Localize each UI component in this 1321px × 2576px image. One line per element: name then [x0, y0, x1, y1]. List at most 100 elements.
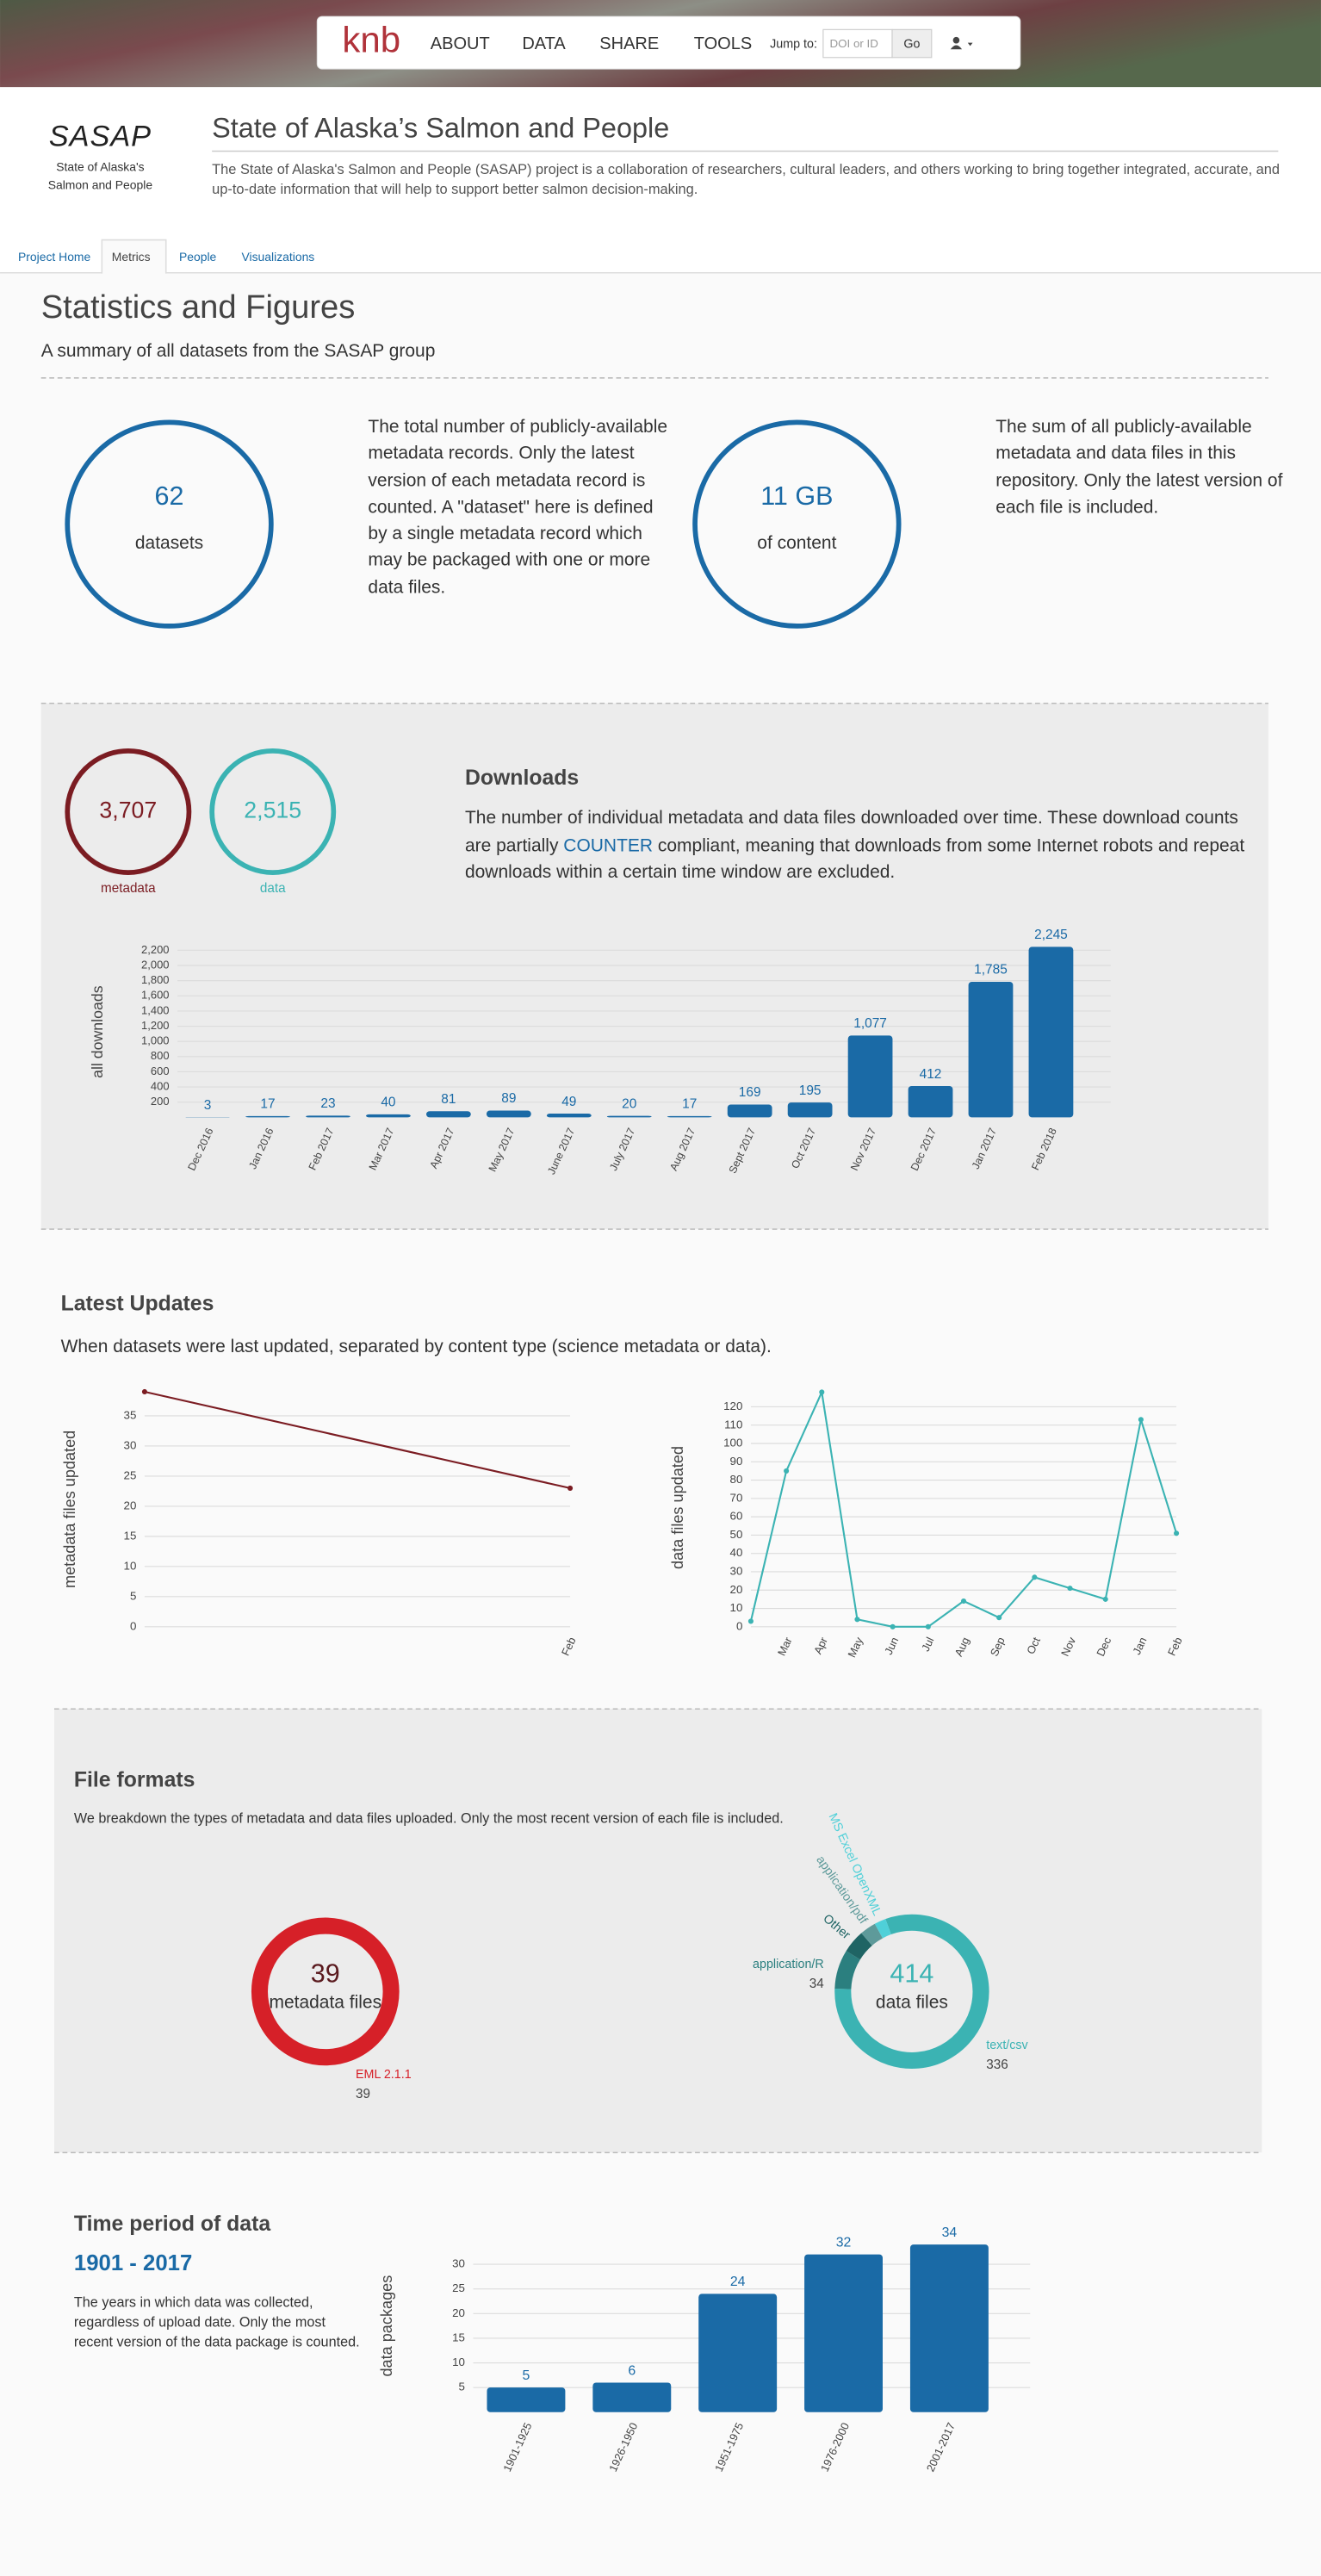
stat-circle [692, 419, 902, 629]
x-tick-label: Mar [775, 1635, 795, 1658]
y-tick-label: 1,400 [141, 1003, 169, 1016]
tab[interactable]: Visualizations [241, 250, 314, 264]
nav-item[interactable]: TOOLS [694, 34, 752, 53]
bar [698, 2294, 778, 2412]
tab[interactable]: Project Home [18, 250, 91, 264]
bar [487, 2387, 566, 2412]
bar [486, 1110, 531, 1118]
user-icon-head [952, 36, 960, 44]
downloads-title: Downloads [465, 767, 579, 790]
bar [306, 1115, 350, 1118]
sasap-logo: SASAP [49, 120, 152, 152]
y-tick-label: 30 [452, 2257, 465, 2270]
project-description: The State of Alaska's Salmon and People … [212, 160, 1281, 197]
x-tick-label: Apr [811, 1635, 830, 1656]
donut-slice [251, 1917, 400, 2066]
bar-value-label: 169 [739, 1085, 761, 1100]
bar-value-label: 17 [682, 1097, 697, 1112]
nav-item[interactable]: DATA [522, 34, 566, 53]
y-tick-label: 10 [124, 1559, 137, 1572]
go-label: Go [903, 37, 920, 51]
x-tick-label: 1926-1950 [606, 2420, 640, 2474]
tabs: Project Home Metrics People Visualizations [0, 239, 1321, 274]
active-tab [101, 239, 167, 274]
y-tick-label: 10 [452, 2356, 465, 2368]
y-tick-label: 25 [124, 1468, 137, 1481]
tab[interactable]: People [179, 250, 217, 264]
data-point [925, 1623, 931, 1629]
time-description: The years in which data was collected, r… [73, 2294, 360, 2350]
y-tick-label: 0 [130, 1619, 136, 1632]
bar [787, 1102, 833, 1118]
downloads-description-box: The number of individual metadata and da… [465, 809, 1244, 883]
bar-value-label: 40 [381, 1096, 395, 1110]
jump-label: Jump to: [770, 37, 817, 51]
y-tick-label: 30 [730, 1565, 743, 1578]
count-value: 3,707 [99, 798, 157, 823]
x-tick-label: 1976-2000 [818, 2420, 852, 2474]
x-tick-label: Dec [1094, 1635, 1113, 1658]
donut-slice [861, 1923, 884, 1946]
stat-label: datasets [135, 533, 203, 553]
y-tick-label: 30 [124, 1438, 137, 1451]
bar-value-label: 89 [501, 1091, 516, 1106]
x-tick-label: 1951-1975 [712, 2420, 746, 2474]
user-menu[interactable] [950, 36, 973, 50]
x-tick-label: 1901-1925 [500, 2420, 534, 2474]
bar-value-label: 49 [561, 1095, 576, 1109]
data-point [819, 1389, 825, 1395]
y-tick-label: 20 [730, 1583, 743, 1596]
data-point [1174, 1530, 1180, 1536]
slice-label: text/csv [986, 2039, 1028, 2052]
slice-value: 34 [809, 1977, 824, 1991]
y-tick-label: 400 [151, 1080, 170, 1093]
counter-link[interactable]: COUNTER [563, 835, 654, 856]
jump-input[interactable] [822, 28, 893, 59]
y-tick-label: 800 [151, 1049, 170, 1062]
count-circle [65, 748, 192, 875]
x-tick-label: Sep [988, 1636, 1008, 1659]
y-tick-label: 5 [130, 1589, 136, 1602]
y-tick-label: 0 [736, 1619, 742, 1632]
y-axis-label: data files updated [669, 1446, 686, 1569]
bar [425, 1111, 471, 1118]
section-title: Statistics and Figures [41, 289, 356, 326]
data-point [854, 1617, 860, 1623]
y-tick-label: 5 [459, 2380, 465, 2393]
data-point [784, 1468, 790, 1474]
count-value: 2,515 [244, 798, 301, 823]
go-button[interactable] [891, 28, 933, 59]
stat-description: The sum of all publicly-available metada… [995, 417, 1283, 518]
y-tick-label: 1,200 [141, 1019, 169, 1032]
nav-logo[interactable]: knb [342, 20, 400, 60]
data-point [1138, 1417, 1144, 1423]
y-tick-label: 100 [723, 1437, 742, 1449]
y-tick-label: 20 [452, 2306, 465, 2319]
x-tick-label: Aug [952, 1636, 971, 1659]
y-axis-label: all downloads [89, 985, 106, 1078]
nav-item[interactable]: SHARE [599, 34, 659, 53]
data-line [749, 1388, 1178, 1628]
bar-value-label: 6 [628, 2363, 636, 2378]
stat-description-box: The total number of publicly-available m… [368, 417, 668, 599]
stat-description: The total number of publicly-available m… [368, 417, 668, 599]
y-axis-label: metadata files updated [61, 1431, 78, 1588]
x-tick-label: 2001-2017 [924, 2420, 958, 2474]
tab[interactable]: Metrics [112, 250, 151, 264]
logo-line: State of Alaska's [56, 159, 144, 173]
data-point [960, 1598, 967, 1605]
file-formats-description: We breakdown the types of metadata and d… [74, 1810, 784, 1826]
y-tick-label: 25 [452, 2281, 465, 2294]
time-description-box: The years in which data was collected, r… [73, 2294, 360, 2350]
bar-value-label: 32 [836, 2235, 852, 2250]
y-tick-label: 70 [730, 1491, 743, 1504]
data-point [996, 1615, 1002, 1621]
y-tick-label: 60 [730, 1510, 743, 1523]
y-tick-label: 15 [452, 2331, 465, 2343]
bar-value-label: 17 [260, 1097, 275, 1112]
nav-item[interactable]: ABOUT [431, 34, 490, 53]
data-point [890, 1623, 896, 1629]
x-tick-label: Jun [882, 1636, 901, 1657]
